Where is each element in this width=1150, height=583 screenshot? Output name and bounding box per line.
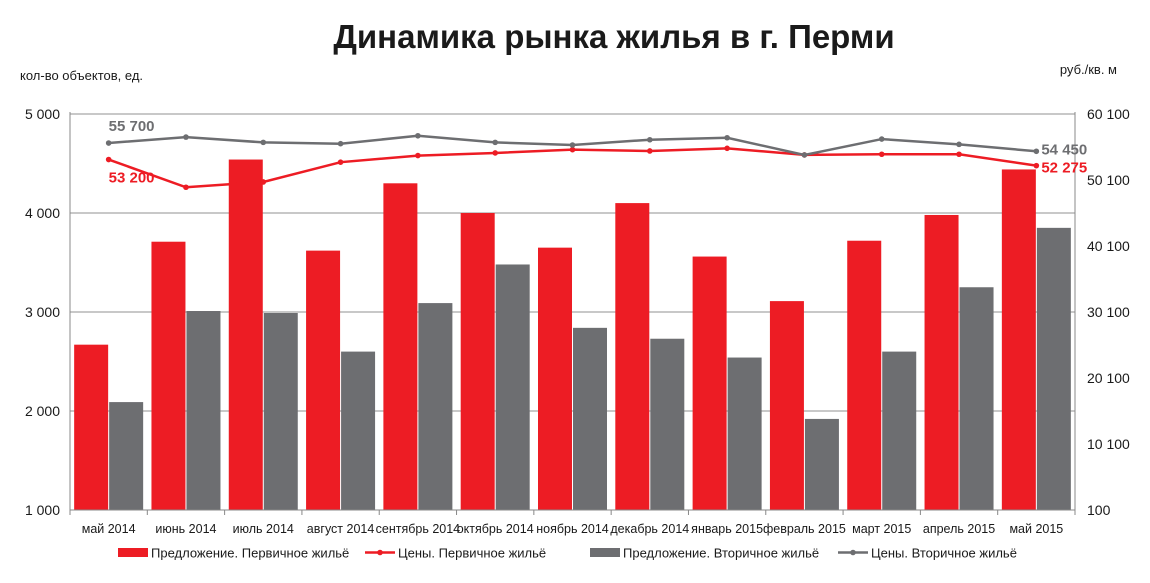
price-point: [183, 134, 189, 140]
value-annotation: 53 200: [109, 170, 155, 187]
x-tick-label: май 2015: [1009, 522, 1063, 536]
bar: [882, 351, 917, 510]
bar: [727, 357, 762, 510]
bar: [74, 344, 109, 510]
x-tick-label: июль 2014: [233, 522, 294, 536]
price-point: [415, 132, 421, 139]
right-tick-label: 30 100: [1087, 304, 1130, 320]
price-point: [647, 136, 653, 143]
price-point: [956, 141, 962, 148]
bar: [1036, 227, 1071, 510]
price-point: [105, 140, 112, 146]
bar: [573, 327, 607, 510]
chart-title: Динамика рынка жилья в г. Перми: [333, 18, 894, 55]
x-tick-label: январь 2015: [691, 522, 763, 536]
bar: [650, 338, 685, 510]
gridlines: [70, 113, 1075, 412]
price-point: [337, 140, 344, 147]
bar: [109, 402, 144, 510]
bar: [495, 264, 530, 510]
bar: [804, 418, 839, 510]
right-tick-label: 10 100: [1087, 436, 1130, 452]
bar: [1001, 169, 1036, 510]
legend-marker: [850, 549, 856, 556]
bars: [74, 159, 1071, 511]
price-point: [1033, 148, 1040, 155]
right-tick-label: 60 100: [1087, 106, 1130, 122]
x-tick-label: апрель 2015: [923, 522, 995, 536]
price-point: [492, 139, 498, 146]
price-point: [878, 151, 885, 158]
axes: [69, 112, 1076, 515]
bar: [263, 312, 298, 510]
value-annotation: 55 700: [109, 118, 155, 135]
price-point: [956, 151, 962, 158]
annotations: 55 700 53 200 54 450 52 275: [109, 118, 1088, 187]
legend-label: Предложение. Вторичное жильё: [623, 546, 819, 561]
x-tick-label: август 2014: [307, 522, 375, 536]
legend-label: Цены. Первичное жильё: [398, 546, 546, 561]
bar: [383, 183, 418, 511]
bar: [228, 159, 263, 511]
right-tick-label: 50 100: [1087, 172, 1130, 188]
bar: [538, 247, 572, 510]
bar: [186, 311, 221, 510]
bar: [924, 214, 959, 511]
left-axis-label: кол-во объектов, ед.: [20, 68, 143, 83]
price-point: [1033, 162, 1040, 169]
bar: [692, 256, 727, 510]
price-point: [337, 159, 344, 165]
price-point: [569, 146, 576, 153]
price-point: [647, 148, 653, 154]
value-annotation: 52 275: [1041, 160, 1087, 177]
x-tick-label: октябрь 2014: [457, 522, 534, 536]
right-tick-label: 20 100: [1087, 370, 1130, 386]
x-tick-label: февраль 2015: [763, 522, 846, 536]
x-tick-label: ноябрь 2014: [536, 522, 609, 536]
bar: [615, 203, 650, 510]
x-tick-label: май 2014: [82, 522, 136, 536]
x-tick-label: сентябрь 2014: [376, 522, 461, 536]
bar: [769, 301, 804, 510]
price-point: [878, 136, 885, 142]
x-tick-label: март 2015: [852, 522, 911, 536]
price-point: [724, 145, 730, 152]
x-tick-label: июнь 2014: [155, 522, 216, 536]
legend: Предложение. Первичное жильё Цены. Первич…: [118, 546, 1017, 561]
tick-labels: 1 000 2 000 3 000 4 000 5 000 100 10 100 20 100…: [25, 106, 1130, 536]
price-point: [260, 139, 267, 146]
bar: [847, 240, 882, 510]
bar: [460, 213, 495, 510]
x-tick-label: декабрь 2014: [610, 522, 689, 536]
legend-label: Цены. Вторичное жильё: [871, 546, 1017, 561]
price-point: [569, 142, 576, 148]
left-tick-label: 1 000: [25, 502, 60, 518]
price-point: [415, 152, 421, 159]
bar: [959, 287, 994, 510]
left-tick-label: 5 000: [25, 106, 60, 122]
price-point: [260, 179, 267, 185]
legend-marker: [377, 549, 383, 556]
left-tick-label: 4 000: [25, 205, 60, 221]
left-tick-label: 2 000: [25, 403, 60, 419]
price-lines: [105, 132, 1040, 191]
price-point: [183, 184, 189, 191]
right-tick-label: 100: [1087, 502, 1111, 518]
right-axis-label: руб./кв. м: [1060, 62, 1117, 77]
left-tick-label: 3 000: [25, 304, 60, 320]
legend-swatch: [118, 548, 148, 557]
price-point: [724, 134, 730, 141]
legend-swatch: [590, 548, 620, 557]
bar: [341, 351, 376, 510]
bar: [151, 241, 186, 510]
legend-label: Предложение. Первичное жильё: [151, 546, 349, 561]
price-point: [492, 150, 498, 156]
right-tick-label: 40 100: [1087, 238, 1130, 254]
bar: [418, 303, 453, 510]
value-annotation: 54 450: [1041, 141, 1087, 158]
price-point: [105, 156, 112, 163]
bar: [306, 250, 341, 510]
price-point: [801, 152, 808, 158]
